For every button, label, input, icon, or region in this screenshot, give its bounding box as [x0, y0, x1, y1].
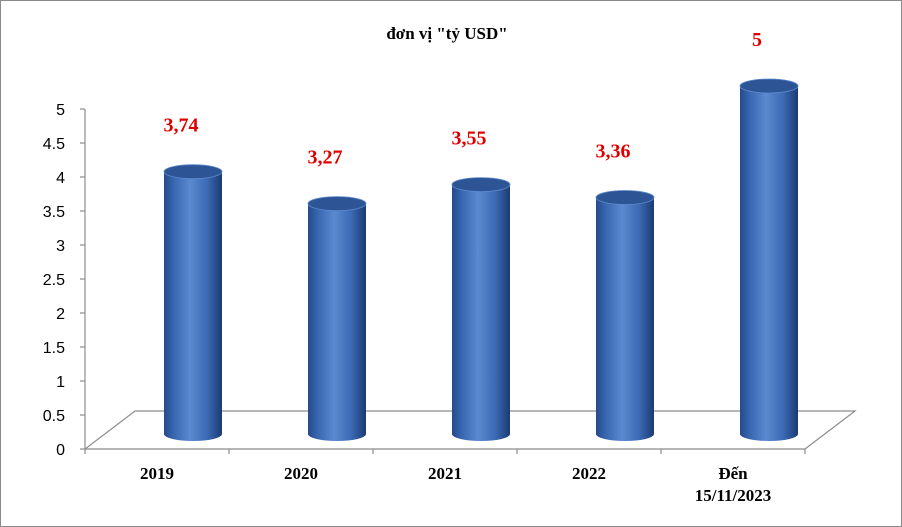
y-tick-label: 1	[56, 374, 65, 391]
bar-body	[740, 86, 798, 441]
y-tick-label: 5	[56, 102, 65, 119]
data-label: 3,55	[452, 128, 487, 150]
bar	[451, 177, 511, 441]
bar	[163, 164, 223, 441]
bar-body	[596, 197, 654, 441]
x-tick-label: Đến 15/11/2023	[695, 464, 772, 505]
x-tick-label: 2019	[140, 464, 174, 483]
y-tick-label: 2	[56, 306, 65, 323]
bar-body	[308, 203, 366, 441]
y-tick-label: 3.5	[43, 204, 65, 221]
y-tick-label: 1.5	[43, 340, 65, 357]
data-labels: 3,74 3,27 3,55 3,36 5	[164, 29, 763, 169]
data-label: 3,27	[308, 147, 343, 169]
floor-plane	[83, 410, 857, 450]
bar-top	[307, 196, 367, 212]
bar-top	[595, 190, 655, 205]
bars	[163, 78, 799, 441]
y-tick-label: 4.5	[43, 136, 65, 153]
bar	[595, 190, 655, 441]
data-label: 3,36	[596, 141, 631, 163]
data-label: 5	[752, 29, 762, 51]
y-axis-ticks: 0 0.5 1 1.5 2 2.5 3 3.5 4 4.5 5	[43, 102, 85, 459]
y-tick-label: 0.5	[43, 408, 65, 425]
bar	[739, 78, 799, 441]
y-tick-label: 2.5	[43, 272, 65, 289]
x-tick-label: 2021	[428, 464, 462, 483]
x-tick-label: 2022	[572, 464, 606, 483]
data-label: 3,74	[164, 115, 199, 137]
bar-top	[163, 164, 223, 180]
chart-title: đơn vị "tỷ USD"	[386, 24, 507, 43]
y-tick-label: 4	[56, 170, 65, 187]
y-tick-label: 0	[56, 442, 65, 459]
y-tick-label: 3	[56, 238, 65, 255]
bar-top	[451, 177, 511, 193]
bar-body	[164, 171, 222, 441]
x-axis-ticks: 2019 2020 2021 2022 Đến 15/11/2023	[84, 449, 806, 505]
bar-body	[452, 184, 510, 441]
bar-top	[739, 78, 799, 94]
bar	[307, 196, 367, 441]
x-tick-label: 2020	[284, 464, 318, 483]
